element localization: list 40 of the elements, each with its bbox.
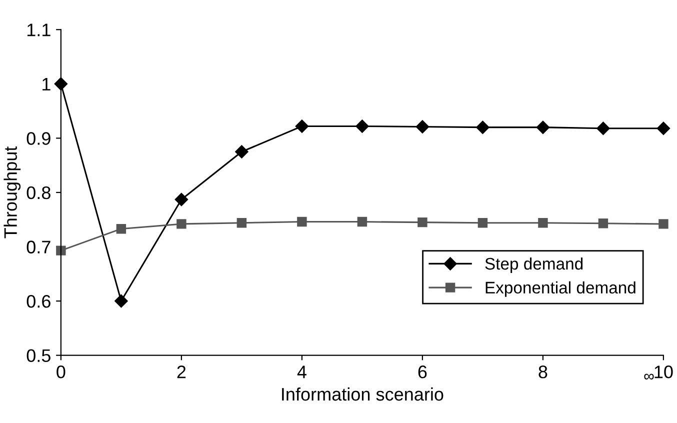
y-tick-label: 1 xyxy=(42,78,50,90)
y-tick-label: 0.6 xyxy=(26,294,50,308)
point xyxy=(176,219,186,229)
point xyxy=(536,120,550,134)
x-tick-label: 8 xyxy=(538,366,548,378)
point xyxy=(236,218,247,228)
point xyxy=(54,77,68,90)
x-tick-label: 2 xyxy=(177,366,186,378)
text: ∞ xyxy=(644,374,654,380)
point xyxy=(295,120,309,133)
y-tick-label: 0.8 xyxy=(26,186,50,200)
point xyxy=(598,218,608,228)
legend-label: Step demand xyxy=(485,257,583,273)
x-tick-label: 6 xyxy=(418,366,427,378)
point xyxy=(416,120,430,134)
point xyxy=(116,224,126,234)
point xyxy=(476,120,490,134)
point xyxy=(297,216,307,227)
point xyxy=(357,216,368,227)
x-tick-label: 4 xyxy=(297,366,306,378)
point xyxy=(235,145,248,158)
point xyxy=(418,217,428,228)
point xyxy=(356,120,369,133)
legend-label: Exponential demand xyxy=(486,281,636,297)
x-tick-label: 0 xyxy=(56,366,66,378)
x-axis-title: Information scenario xyxy=(282,387,444,401)
point xyxy=(174,192,188,206)
point xyxy=(656,122,670,135)
x-tick-label: 10 xyxy=(654,366,673,378)
point xyxy=(596,122,610,135)
y-tick-label: 0.5 xyxy=(26,349,50,362)
point xyxy=(478,218,488,228)
y-tick-label: 0.9 xyxy=(26,132,50,145)
point xyxy=(658,219,668,229)
y-axis-title: Throughput xyxy=(4,146,21,238)
point xyxy=(114,294,128,308)
y-tick-label: 0.7 xyxy=(26,240,50,254)
y-tick-label: 1.1 xyxy=(27,24,50,36)
point xyxy=(56,246,66,256)
point xyxy=(538,218,548,228)
